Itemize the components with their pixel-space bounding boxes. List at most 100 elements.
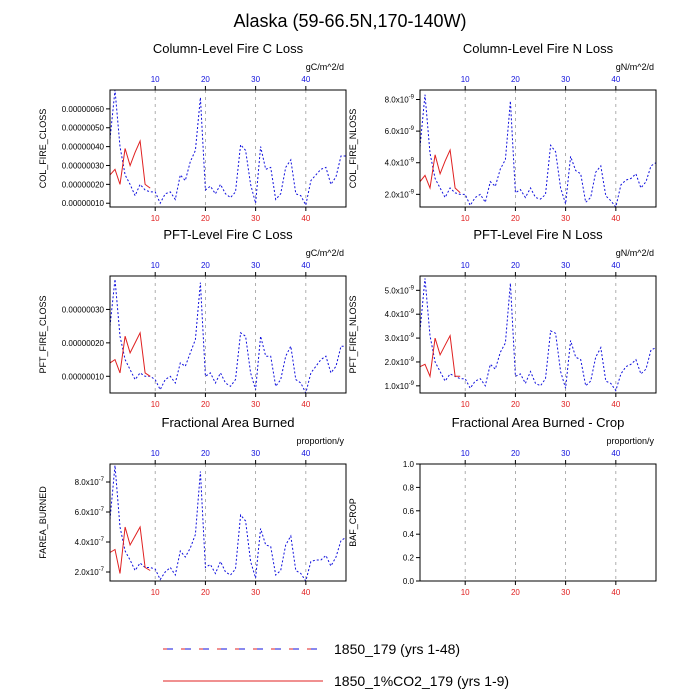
- y-tick-label: 0.00000030: [62, 305, 105, 314]
- bottom-x-tick-label: 20: [511, 400, 520, 409]
- page-title: Alaska (59-66.5N,170-140W): [233, 11, 466, 31]
- y-tick-label: 3.0x10-9: [385, 333, 415, 343]
- y-tick-label: 0.4: [403, 530, 415, 539]
- y-tick-label: 1.0x10-9: [385, 381, 415, 391]
- plot-frame: [419, 463, 657, 582]
- top-x-tick-label: 30: [561, 449, 570, 458]
- y-tick-label: 0.00000020: [62, 180, 105, 189]
- bottom-x-tick-label: 30: [561, 400, 570, 409]
- series-line-1850-179: [109, 465, 347, 583]
- y-tick-label: 0.00000010: [62, 199, 105, 208]
- y-axis-label: COL_FIRE_CLOSS: [38, 109, 48, 189]
- chart-title: PFT-Level Fire N Loss: [473, 227, 603, 242]
- bottom-x-tick-label: 40: [301, 400, 310, 409]
- series-line-1850-1pctco2-179: [109, 139, 151, 189]
- bottom-x-tick-label: 30: [251, 400, 260, 409]
- plot-frame: [109, 275, 347, 394]
- bottom-x-tick-label: 30: [251, 214, 260, 223]
- top-x-tick-label: 40: [301, 261, 310, 270]
- y-tick-label: 4.0x10-9: [385, 309, 415, 319]
- top-x-tick-label: 10: [151, 261, 160, 270]
- y-axis-label: BAF_CROP: [348, 498, 358, 547]
- bottom-x-tick-label: 40: [611, 214, 620, 223]
- plot-frame: [109, 463, 347, 582]
- units-label: gC/m^2/d: [306, 62, 344, 72]
- series-line-1850-179: [419, 278, 657, 392]
- top-x-tick-label: 30: [251, 449, 260, 458]
- series-line-1850-1pctco2-179: [419, 334, 461, 379]
- bottom-x-tick-label: 10: [151, 588, 160, 597]
- bottom-x-tick-label: 10: [151, 214, 160, 223]
- y-tick-label: 0.00000060: [62, 105, 105, 114]
- top-x-tick-label: 30: [561, 75, 570, 84]
- y-tick-label: 0.8: [403, 483, 415, 492]
- top-x-tick-label: 30: [561, 261, 570, 270]
- y-tick-label: 6.0x10-7: [75, 507, 105, 517]
- units-label: proportion/y: [606, 436, 654, 446]
- y-tick-label: 2.0x10-9: [385, 189, 415, 199]
- y-tick-label: 0.0: [403, 577, 415, 586]
- y-tick-label: 0.00000030: [62, 161, 105, 170]
- y-axis-label: PFT_FIRE_CLOSS: [38, 295, 48, 373]
- top-x-tick-label: 20: [201, 75, 210, 84]
- legend-label-main: 1850_179 (yrs 1-48): [334, 641, 460, 657]
- chart-title: Column-Level Fire N Loss: [463, 41, 614, 56]
- top-x-tick-label: 20: [511, 449, 520, 458]
- units-label: gN/m^2/d: [616, 248, 654, 258]
- y-axis-label: FAREA_BURNED: [38, 486, 48, 559]
- top-x-tick-label: 20: [201, 449, 210, 458]
- y-tick-label: 8.0x10-7: [75, 477, 105, 487]
- chart-title: PFT-Level Fire C Loss: [163, 227, 293, 242]
- y-tick-label: 0.00000020: [62, 339, 105, 348]
- y-tick-label: 8.0x10-9: [385, 94, 415, 104]
- legend-label-co2: 1850_1%CO2_179 (yrs 1-9): [334, 673, 509, 689]
- y-tick-label: 0.6: [403, 507, 415, 516]
- bottom-x-tick-label: 30: [561, 588, 570, 597]
- y-tick-label: 5.0x10-9: [385, 285, 415, 295]
- units-label: gC/m^2/d: [306, 248, 344, 258]
- bottom-x-tick-label: 10: [151, 400, 160, 409]
- units-label: proportion/y: [296, 436, 344, 446]
- chart-panel-3: PFT-Level Fire C Loss gC/m^2/d 10 20 30 40 10 2…: [38, 227, 347, 409]
- series-line-1850-179: [109, 279, 346, 395]
- bottom-x-tick-label: 10: [461, 400, 470, 409]
- y-tick-label: 4.0x10-7: [75, 537, 105, 547]
- top-x-tick-label: 40: [611, 75, 620, 84]
- bottom-x-tick-label: 10: [461, 588, 470, 597]
- series-line-1850-1pctco2-179: [109, 525, 151, 574]
- plot-frame: [109, 89, 347, 208]
- top-x-tick-label: 10: [151, 449, 160, 458]
- top-x-tick-label: 10: [151, 75, 160, 84]
- top-x-tick-label: 10: [461, 449, 470, 458]
- top-x-tick-label: 30: [251, 261, 260, 270]
- plot-frame: [419, 275, 657, 394]
- series-line-1850-1pctco2-179: [109, 331, 151, 377]
- chart-panel-4: PFT-Level Fire N Loss gN/m^2/d 10 20 30 40 10 2…: [348, 227, 657, 409]
- bottom-x-tick-label: 20: [511, 214, 520, 223]
- y-tick-label: 0.2: [403, 554, 415, 563]
- y-tick-label: 0.00000050: [62, 124, 105, 133]
- plot-frame: [419, 89, 657, 208]
- chart-panel-6: Fractional Area Burned - Crop proportion/…: [348, 415, 657, 597]
- chart-title: Fractional Area Burned - Crop: [452, 415, 625, 430]
- top-x-tick-label: 20: [511, 75, 520, 84]
- chart-title: Fractional Area Burned: [162, 415, 295, 430]
- y-axis-label: COL_FIRE_NLOSS: [348, 109, 358, 189]
- bottom-x-tick-label: 40: [611, 400, 620, 409]
- bottom-x-tick-label: 20: [201, 214, 210, 223]
- y-axis-label: PFT_FIRE_NLOSS: [348, 295, 358, 373]
- series-line-1850-179: [419, 94, 657, 209]
- legend: 1850_179 (yrs 1-48) 1850_1%CO2_179 (yrs …: [163, 641, 509, 689]
- y-tick-label: 2.0x10-9: [385, 357, 415, 367]
- y-tick-label: 0.00000010: [62, 372, 105, 381]
- top-x-tick-label: 10: [461, 75, 470, 84]
- y-tick-label: 1.0: [403, 460, 415, 469]
- top-x-tick-label: 40: [301, 449, 310, 458]
- bottom-x-tick-label: 30: [251, 588, 260, 597]
- bottom-x-tick-label: 10: [461, 214, 470, 223]
- top-x-tick-label: 20: [201, 261, 210, 270]
- top-x-tick-label: 20: [511, 261, 520, 270]
